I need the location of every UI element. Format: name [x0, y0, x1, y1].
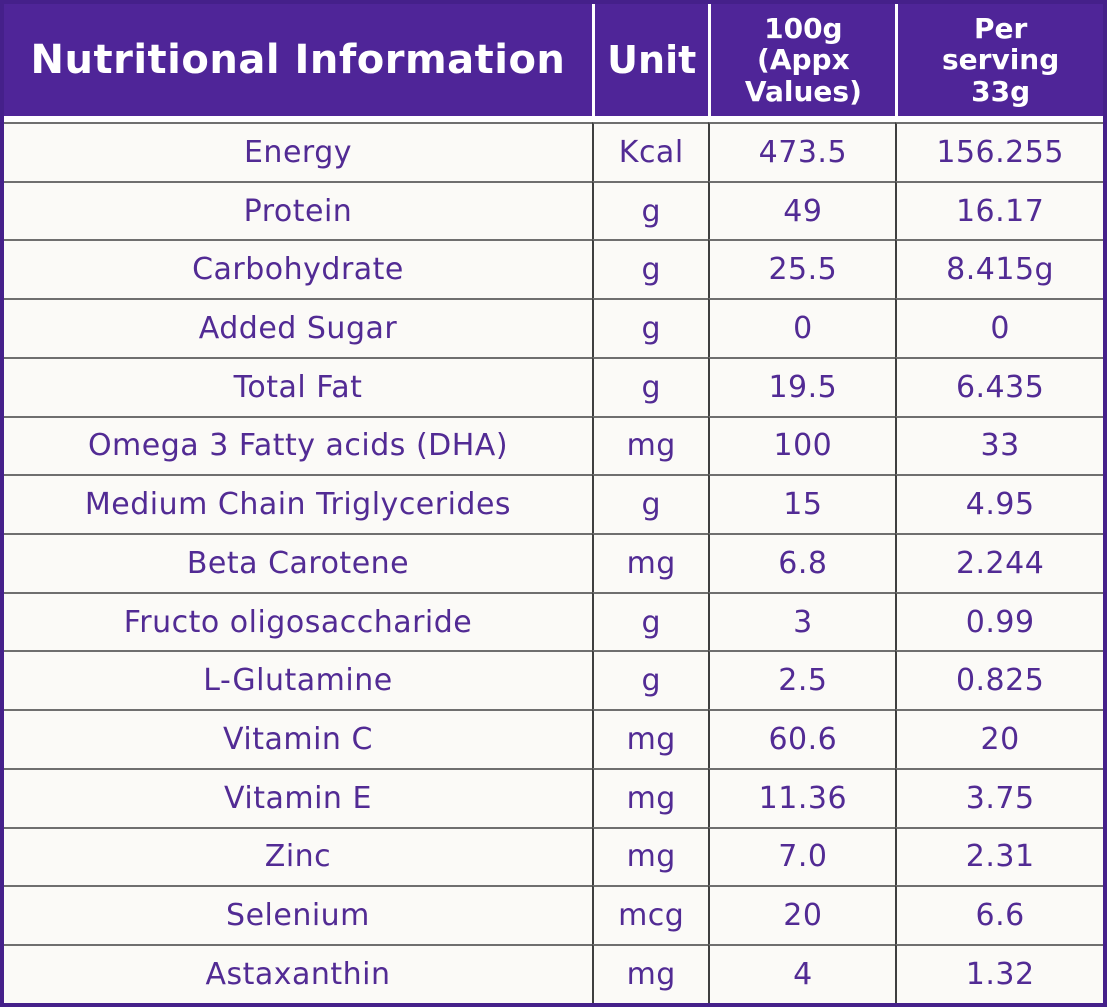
table-row: L-Glutamine g 2.5 0.825 [4, 650, 1103, 710]
per-serving-cell: 0.825 [895, 650, 1103, 710]
nutrient-name-cell: Zinc [4, 826, 592, 886]
table-row: Added Sugar g 0 0 [4, 298, 1103, 357]
unit-cell: mcg [591, 885, 709, 945]
table-row: Selenium mcg 20 6.6 [4, 885, 1103, 945]
nutrient-name-cell: Added Sugar [4, 298, 592, 357]
table-row: Astaxanthin mg 4 1.32 [4, 944, 1103, 1003]
per-serving-cell: 3.75 [895, 767, 1103, 827]
per-serving-cell: 20 [895, 709, 1103, 768]
per-100g-cell: 6.8 [708, 533, 896, 592]
table-row: Fructo oligosaccharide g 3 0.99 [4, 591, 1103, 651]
nutrient-name-cell: Omega 3 Fatty acids (DHA) [4, 415, 592, 475]
nutrient-name-cell: Medium Chain Triglycerides [4, 474, 592, 534]
unit-cell: g [591, 650, 709, 710]
table-row: Zinc mg 7.0 2.31 [4, 826, 1103, 886]
per-100g-cell: 3 [708, 591, 896, 651]
per-100g-cell: 100 [708, 415, 896, 475]
per-serving-cell: 8.415g [895, 239, 1103, 299]
header-per-100g: 100g (Appx Values) [708, 4, 896, 122]
table-row: Omega 3 Fatty acids (DHA) mg 100 33 [4, 415, 1103, 475]
header-nutritional-information: Nutritional Information [4, 4, 592, 122]
table-row: Medium Chain Triglycerides g 15 4.95 [4, 474, 1103, 534]
per-100g-cell: 473.5 [708, 122, 896, 181]
nutrition-table-body: Energy Kcal 473.5 156.255 Protein g 49 1… [4, 122, 1103, 1003]
unit-cell: Kcal [591, 122, 709, 181]
unit-cell: mg [591, 767, 709, 827]
per-serving-cell: 0.99 [895, 591, 1103, 651]
unit-cell: mg [591, 826, 709, 886]
per-serving-cell: 16.17 [895, 180, 1103, 240]
nutrient-name-cell: L-Glutamine [4, 650, 592, 710]
unit-cell: g [591, 356, 709, 416]
nutrition-table: Nutritional Information Unit 100g (Appx … [4, 4, 1103, 1003]
table-row: Carbohydrate g 25.5 8.415g [4, 239, 1103, 299]
table-row: Vitamin E mg 11.36 3.75 [4, 767, 1103, 827]
per-serving-cell: 33 [895, 415, 1103, 475]
nutrient-name-cell: Energy [4, 122, 592, 181]
table-row: Beta Carotene mg 6.8 2.244 [4, 533, 1103, 592]
per-100g-cell: 20 [708, 885, 896, 945]
per-100g-cell: 4 [708, 944, 896, 1003]
nutrient-name-cell: Selenium [4, 885, 592, 945]
per-serving-cell: 6.435 [895, 356, 1103, 416]
nutrient-name-cell: Fructo oligosaccharide [4, 591, 592, 651]
per-100g-cell: 19.5 [708, 356, 896, 416]
nutrient-name-cell: Protein [4, 180, 592, 240]
nutrient-name-cell: Vitamin C [4, 709, 592, 768]
per-serving-cell: 2.31 [895, 826, 1103, 886]
unit-cell: g [591, 239, 709, 299]
nutrient-name-cell: Beta Carotene [4, 533, 592, 592]
per-serving-cell: 6.6 [895, 885, 1103, 945]
per-100g-cell: 60.6 [708, 709, 896, 768]
per-100g-cell: 15 [708, 474, 896, 534]
unit-cell: mg [591, 415, 709, 475]
unit-cell: g [591, 474, 709, 534]
unit-cell: mg [591, 944, 709, 1003]
per-serving-cell: 0 [895, 298, 1103, 357]
per-100g-cell: 25.5 [708, 239, 896, 299]
per-100g-cell: 7.0 [708, 826, 896, 886]
header-per-serving: Per serving 33g [895, 4, 1103, 122]
unit-cell: g [591, 180, 709, 240]
unit-cell: g [591, 298, 709, 357]
table-row: Total Fat g 19.5 6.435 [4, 356, 1103, 416]
table-row: Vitamin C mg 60.6 20 [4, 709, 1103, 768]
table-row: Energy Kcal 473.5 156.255 [4, 122, 1103, 181]
per-100g-cell: 2.5 [708, 650, 896, 710]
nutrient-name-cell: Carbohydrate [4, 239, 592, 299]
per-100g-cell: 0 [708, 298, 896, 357]
header-row: Nutritional Information Unit 100g (Appx … [4, 4, 1103, 122]
unit-cell: mg [591, 533, 709, 592]
unit-cell: mg [591, 709, 709, 768]
per-serving-cell: 1.32 [895, 944, 1103, 1003]
per-serving-cell: 156.255 [895, 122, 1103, 181]
per-100g-cell: 11.36 [708, 767, 896, 827]
per-100g-cell: 49 [708, 180, 896, 240]
nutrient-name-cell: Total Fat [4, 356, 592, 416]
nutrient-name-cell: Astaxanthin [4, 944, 592, 1003]
nutrient-name-cell: Vitamin E [4, 767, 592, 827]
table-header: Nutritional Information Unit 100g (Appx … [4, 4, 1103, 122]
header-unit: Unit [591, 4, 709, 122]
unit-cell: g [591, 591, 709, 651]
per-serving-cell: 2.244 [895, 533, 1103, 592]
table-row: Protein g 49 16.17 [4, 180, 1103, 240]
per-serving-cell: 4.95 [895, 474, 1103, 534]
